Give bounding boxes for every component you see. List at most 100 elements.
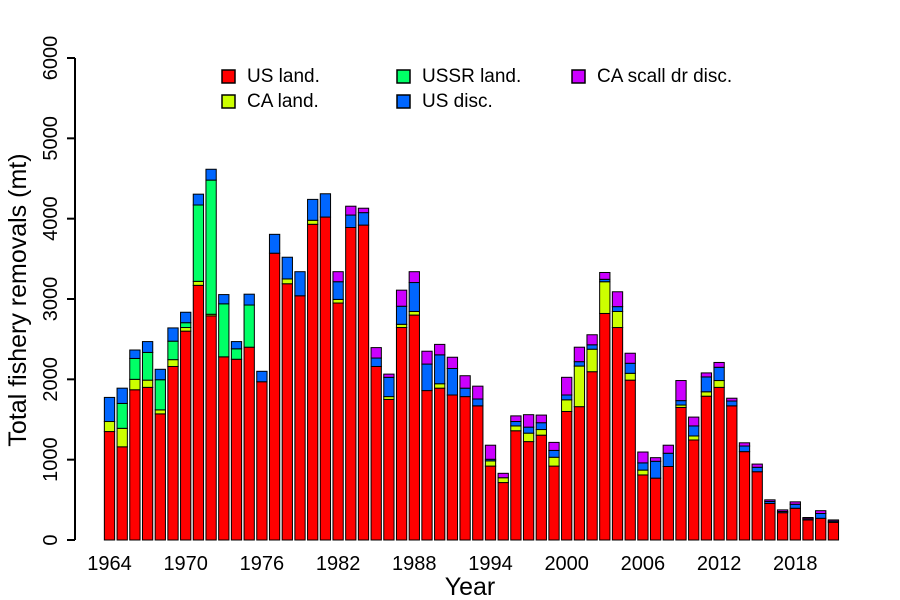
legend-swatch-us-disc- bbox=[396, 94, 411, 109]
bar-2002 bbox=[586, 334, 598, 541]
bar-1964 bbox=[103, 396, 116, 541]
bar-segment bbox=[815, 510, 827, 514]
bar-segment bbox=[472, 385, 484, 400]
bar-segment bbox=[586, 348, 598, 373]
bar-segment bbox=[116, 446, 128, 541]
bar-segment bbox=[434, 354, 446, 385]
bar-segment bbox=[192, 284, 205, 541]
bar-segment bbox=[713, 361, 725, 368]
bar-segment bbox=[434, 383, 446, 389]
bar-segment bbox=[218, 303, 230, 358]
bar-2016 bbox=[764, 499, 776, 541]
bar-segment bbox=[243, 346, 255, 541]
bar-segment bbox=[535, 434, 547, 541]
bar-segment bbox=[116, 402, 128, 429]
bar-segment bbox=[154, 379, 166, 411]
bar-segment bbox=[230, 358, 243, 541]
y-tick-label: 0 bbox=[40, 534, 62, 545]
bar-2008 bbox=[662, 444, 674, 541]
bar-segment bbox=[192, 204, 205, 282]
bar-segment bbox=[510, 425, 522, 432]
bar-segment bbox=[497, 482, 509, 541]
y-tick-label: 5000 bbox=[40, 116, 62, 161]
bar-segment bbox=[662, 452, 674, 467]
bar-1981 bbox=[319, 193, 332, 541]
bar-segment bbox=[548, 456, 560, 467]
legend-label: USSR land. bbox=[422, 66, 521, 87]
bar-1995 bbox=[497, 472, 509, 541]
bar-segment bbox=[700, 395, 713, 541]
bar-segment bbox=[586, 371, 598, 541]
bar-1999 bbox=[548, 441, 560, 541]
bar-segment bbox=[167, 340, 179, 361]
bar-2011 bbox=[700, 372, 713, 541]
bar-1984 bbox=[357, 207, 370, 541]
bar-segment bbox=[154, 368, 166, 381]
bar-segment bbox=[332, 302, 344, 541]
bar-2012 bbox=[713, 361, 725, 541]
bar-segment bbox=[167, 327, 179, 342]
bar-1998 bbox=[535, 414, 547, 541]
bar-2000 bbox=[561, 376, 573, 541]
bar-segment bbox=[484, 444, 497, 460]
bar-segment bbox=[675, 406, 687, 541]
bar-segment bbox=[624, 372, 636, 381]
legend-label: US disc. bbox=[422, 91, 493, 112]
legend-item: US disc. bbox=[396, 91, 493, 112]
bar-1978 bbox=[281, 256, 293, 541]
bar-segment bbox=[561, 410, 573, 541]
bar-segment bbox=[815, 517, 827, 541]
bar-segment bbox=[218, 356, 230, 541]
bar-segment bbox=[497, 472, 509, 479]
bar-segment bbox=[484, 460, 497, 467]
x-tick-label: 2000 bbox=[544, 553, 589, 575]
bar-segment bbox=[141, 341, 154, 353]
bar-segment bbox=[522, 441, 535, 541]
bar-segment bbox=[738, 442, 751, 447]
bar-segment bbox=[408, 282, 420, 312]
bar-segment bbox=[141, 351, 154, 381]
bar-1975 bbox=[243, 293, 255, 541]
bar-segment bbox=[434, 343, 446, 356]
bar-segment bbox=[726, 400, 738, 407]
bar-segment bbox=[408, 314, 420, 541]
bar-segment bbox=[319, 216, 332, 541]
legend-item: USSR land. bbox=[396, 66, 521, 87]
bar-2014 bbox=[738, 442, 751, 541]
bar-segment bbox=[738, 451, 751, 541]
bar-1973 bbox=[218, 294, 230, 541]
legend-swatch-us-land- bbox=[221, 69, 236, 84]
bar-segment bbox=[802, 517, 814, 520]
bar-segment bbox=[548, 441, 560, 451]
bar-segment bbox=[408, 310, 420, 316]
bar-segment bbox=[281, 256, 293, 280]
bar-segment bbox=[573, 406, 586, 541]
bar-segment bbox=[688, 425, 700, 437]
x-tick-label: 1982 bbox=[316, 553, 361, 575]
bar-segment bbox=[675, 380, 687, 402]
bar-segment bbox=[459, 375, 471, 389]
bar-segment bbox=[205, 168, 217, 181]
bar-segment bbox=[154, 413, 166, 541]
bar-segment bbox=[395, 305, 408, 325]
x-tick-label: 1976 bbox=[240, 553, 285, 575]
bar-segment bbox=[370, 357, 382, 367]
bar-segment bbox=[116, 427, 128, 448]
bar-segment bbox=[599, 312, 611, 541]
x-tick-label: 2018 bbox=[773, 553, 818, 575]
bar-2013 bbox=[726, 397, 738, 541]
bar-segment bbox=[180, 322, 192, 329]
bar-segment bbox=[649, 457, 662, 462]
y-tick-label: 2000 bbox=[40, 357, 62, 402]
bar-segment bbox=[637, 474, 649, 541]
legend-item: CA land. bbox=[221, 91, 319, 112]
bar-1989 bbox=[421, 350, 433, 541]
bar-1985 bbox=[370, 347, 382, 541]
bar-segment bbox=[522, 432, 535, 443]
bar-segment bbox=[230, 341, 243, 350]
bar-1968 bbox=[154, 368, 166, 541]
bar-segment bbox=[586, 334, 598, 346]
bar-segment bbox=[103, 421, 116, 433]
x-tick-label: 1994 bbox=[468, 553, 513, 575]
bar-segment bbox=[802, 519, 814, 541]
